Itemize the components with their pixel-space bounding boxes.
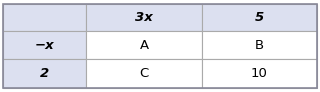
Text: B: B	[255, 39, 264, 52]
Text: 3x: 3x	[135, 11, 153, 24]
Text: 2: 2	[40, 67, 49, 80]
Bar	[3, 31, 86, 59]
Text: A: A	[140, 39, 148, 52]
Bar	[86, 4, 202, 31]
Bar	[3, 4, 86, 31]
Text: 5: 5	[255, 11, 264, 24]
Bar	[86, 59, 202, 88]
Text: 10: 10	[251, 67, 268, 80]
Bar	[3, 59, 86, 88]
Text: C: C	[140, 67, 148, 80]
Text: −x: −x	[35, 39, 55, 52]
Bar	[86, 31, 202, 59]
Bar	[202, 4, 317, 31]
Bar	[202, 31, 317, 59]
Bar	[202, 59, 317, 88]
